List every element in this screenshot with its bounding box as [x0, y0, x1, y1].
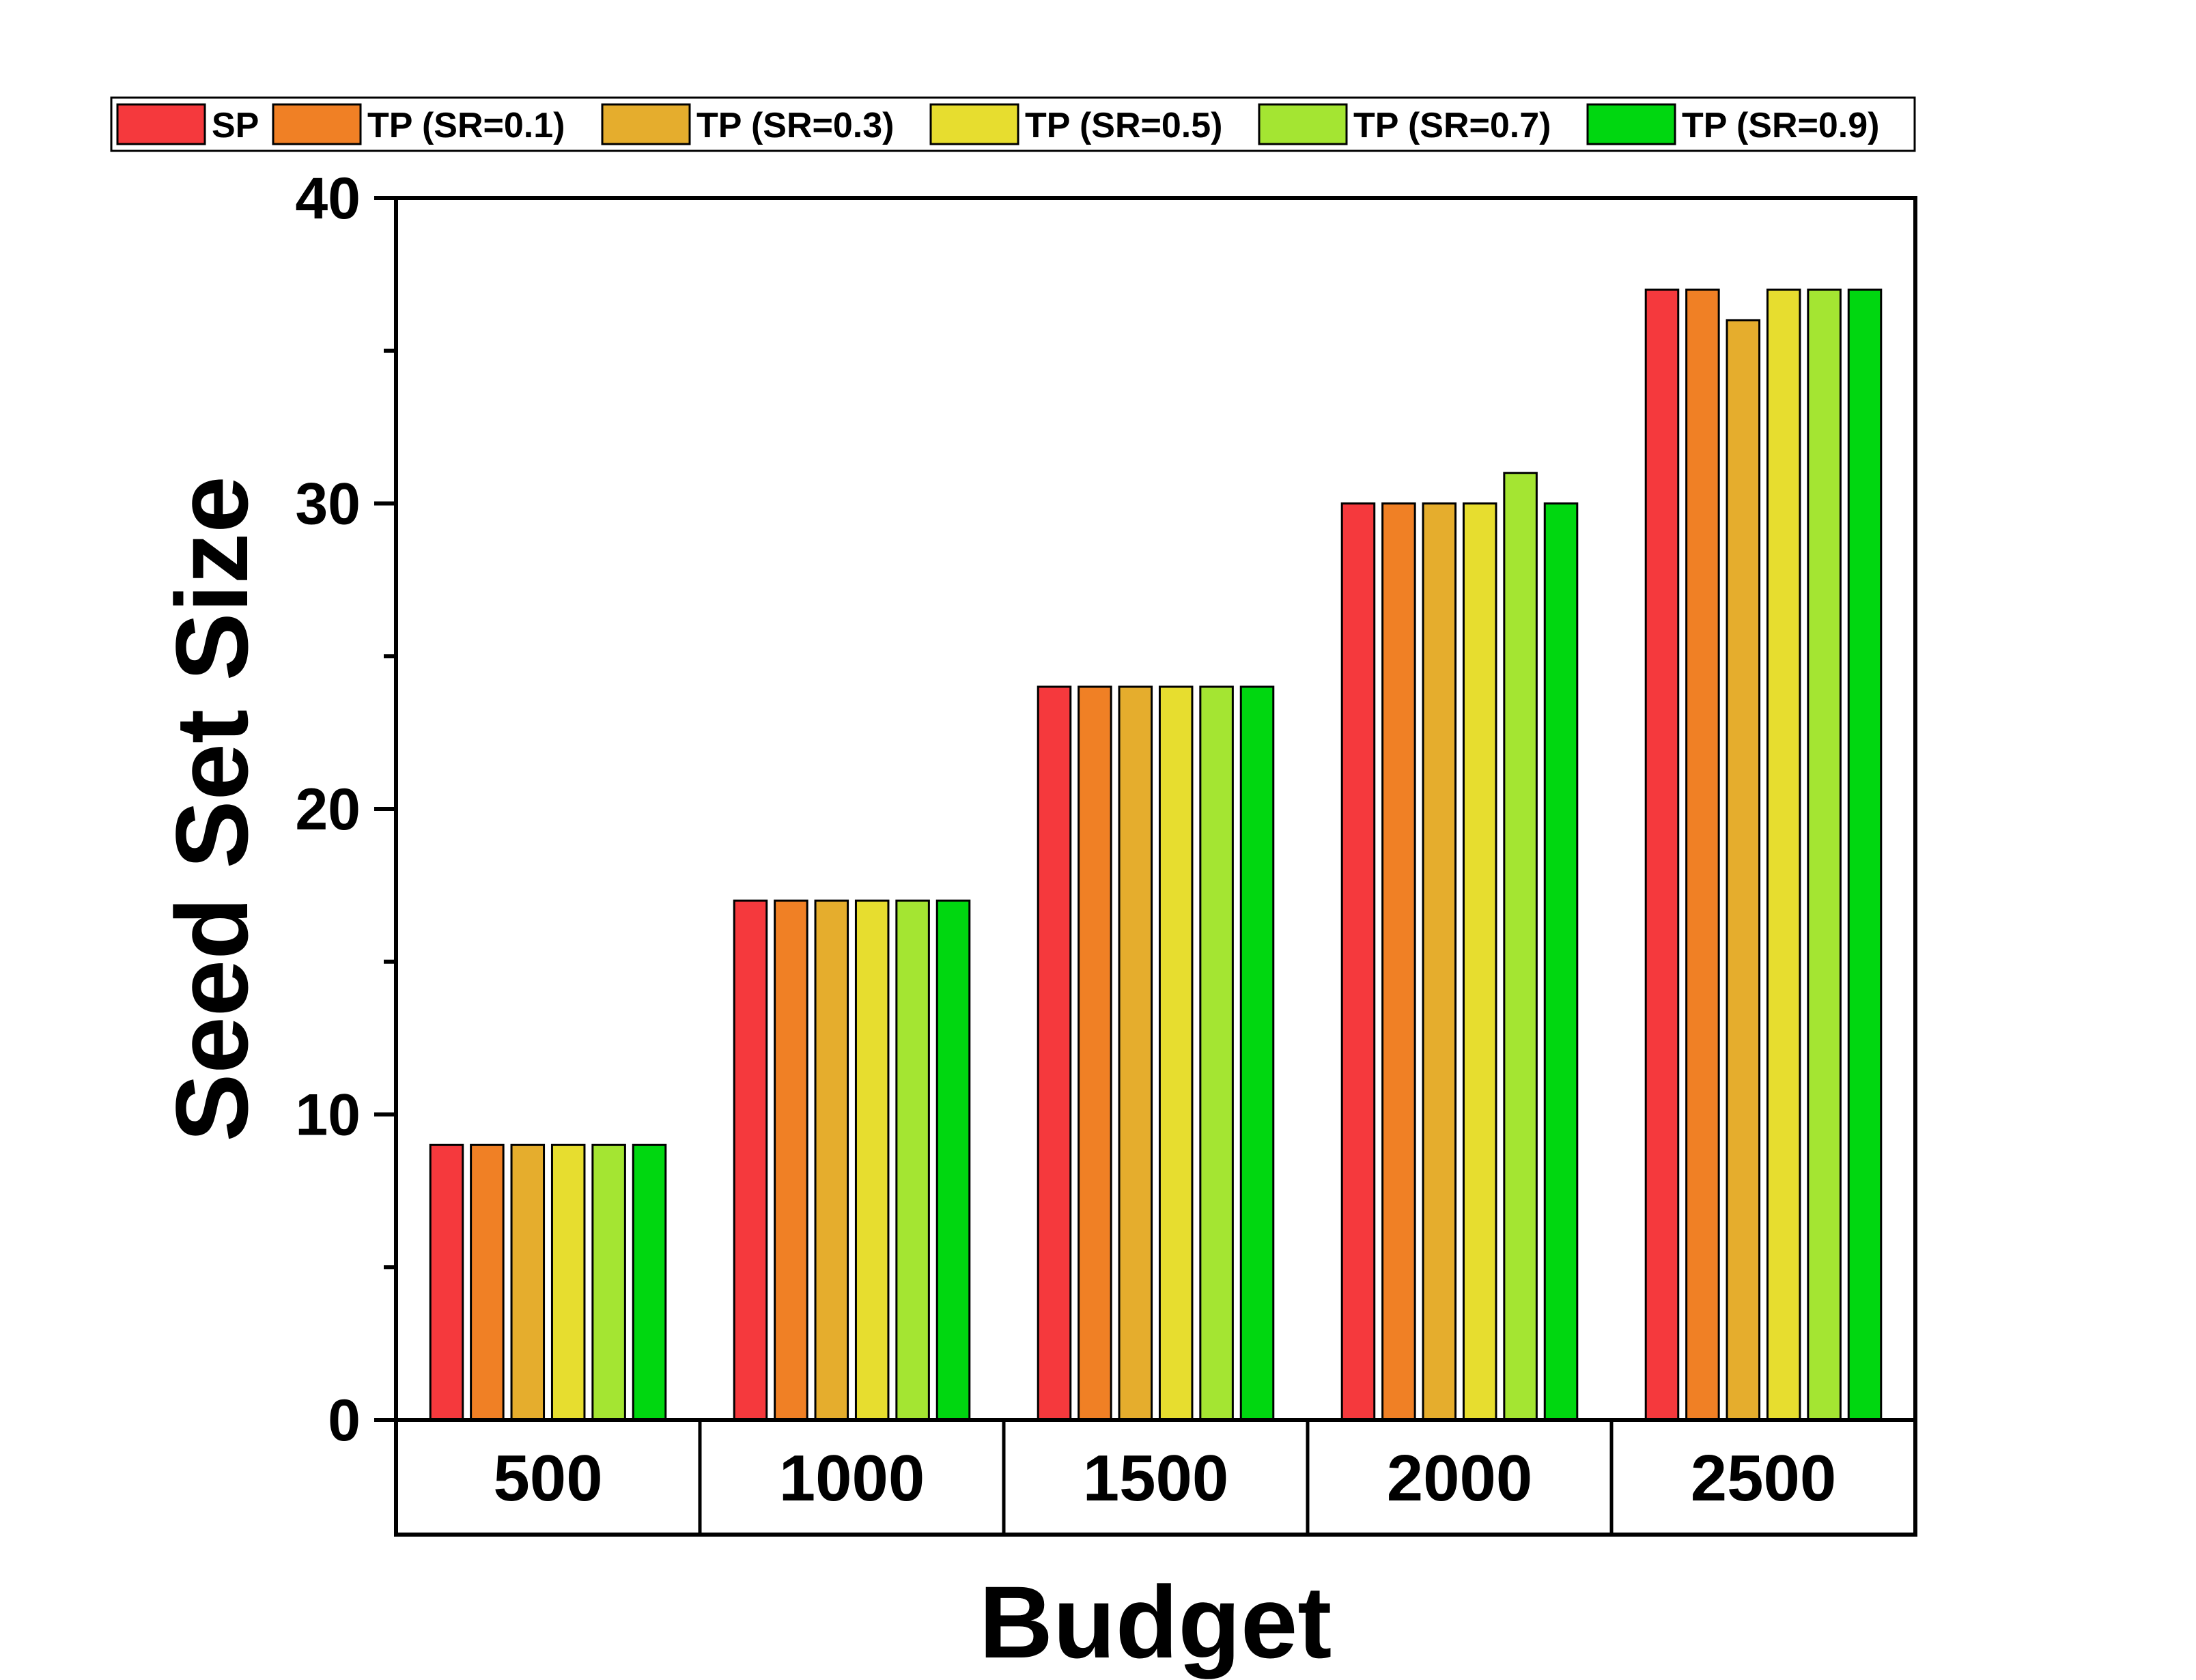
bar	[1037, 685, 1072, 1421]
bar	[1381, 502, 1416, 1421]
bar	[470, 1143, 505, 1421]
bar	[429, 1143, 464, 1421]
bar	[1340, 502, 1376, 1421]
legend-label: TP (SR=0.7)	[1353, 106, 1551, 145]
bars	[429, 288, 1883, 1421]
bar	[1543, 502, 1579, 1421]
legend-label: TP (SR=0.5)	[1025, 106, 1222, 145]
bar	[1644, 288, 1680, 1421]
bar	[1239, 685, 1275, 1421]
bar	[1199, 685, 1234, 1421]
y-axis-title: Seed Set Size	[154, 476, 269, 1141]
legend: SP TP (SR=0.1) TP (SR=0.3) TP (SR=0.5) TP (S…	[110, 96, 1916, 152]
legend-swatch	[116, 103, 206, 145]
x-axis-title: Budget	[979, 1565, 1332, 1679]
legend-swatch	[601, 103, 691, 145]
bar	[1118, 685, 1153, 1421]
y-tick-label: 20	[295, 777, 361, 842]
y-tick-label: 10	[295, 1083, 361, 1148]
y-tick-label: 0	[328, 1388, 361, 1453]
x-axis-table: 500 1000 1500 2000 2500	[394, 1418, 1917, 1537]
legend-swatch	[1586, 103, 1676, 145]
y-tick-label: 40	[295, 166, 361, 231]
bar	[1078, 685, 1112, 1421]
legend-swatch	[929, 103, 1019, 145]
bar	[1158, 685, 1194, 1421]
bar	[895, 899, 930, 1421]
bar	[550, 1143, 586, 1421]
legend-label: TP (SR=0.9)	[1682, 106, 1879, 145]
bar	[591, 1143, 626, 1421]
bar	[814, 899, 849, 1421]
bar	[632, 1143, 667, 1421]
x-category-label: 2000	[1387, 1442, 1533, 1515]
y-axis: 0 10 20 30 40	[295, 166, 396, 1453]
category-table-frame	[394, 1418, 1917, 1537]
legend-label: TP (SR=0.3)	[696, 106, 894, 145]
legend-swatch	[272, 103, 362, 145]
bar	[1422, 502, 1457, 1421]
x-category-label: 1000	[779, 1442, 925, 1515]
y-tick-label: 30	[295, 472, 361, 537]
bar	[774, 899, 808, 1421]
x-category-label: 500	[493, 1442, 602, 1515]
bar	[854, 899, 890, 1421]
bar	[1766, 288, 1801, 1421]
bar	[1847, 288, 1883, 1421]
bar	[1726, 319, 1761, 1421]
legend-swatch	[1258, 103, 1348, 145]
bar	[935, 899, 971, 1421]
bar	[1807, 288, 1842, 1421]
x-category-label: 2500	[1691, 1442, 1837, 1515]
legend-label: TP (SR=0.1)	[367, 106, 565, 145]
bar	[733, 899, 768, 1421]
bar	[510, 1143, 546, 1421]
bar	[1462, 502, 1497, 1421]
bar	[1503, 472, 1538, 1421]
legend-label: SP	[212, 106, 259, 145]
x-category-label: 1500	[1083, 1442, 1229, 1515]
bar	[1685, 288, 1720, 1421]
